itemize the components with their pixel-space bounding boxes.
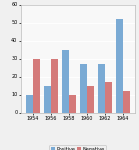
Bar (116, 19, 123, 112)
Bar (51, 58, 58, 112)
Bar (105, 82, 112, 112)
Bar (33, 58, 40, 112)
Bar (98, 64, 105, 112)
Bar (62, 50, 69, 112)
Bar (69, 94, 76, 112)
Legend: Positive, Negative: Positive, Negative (49, 145, 106, 150)
Bar (87, 85, 94, 112)
Bar (26, 94, 33, 112)
Bar (80, 64, 87, 112)
Bar (44, 85, 51, 112)
Bar (123, 91, 130, 112)
